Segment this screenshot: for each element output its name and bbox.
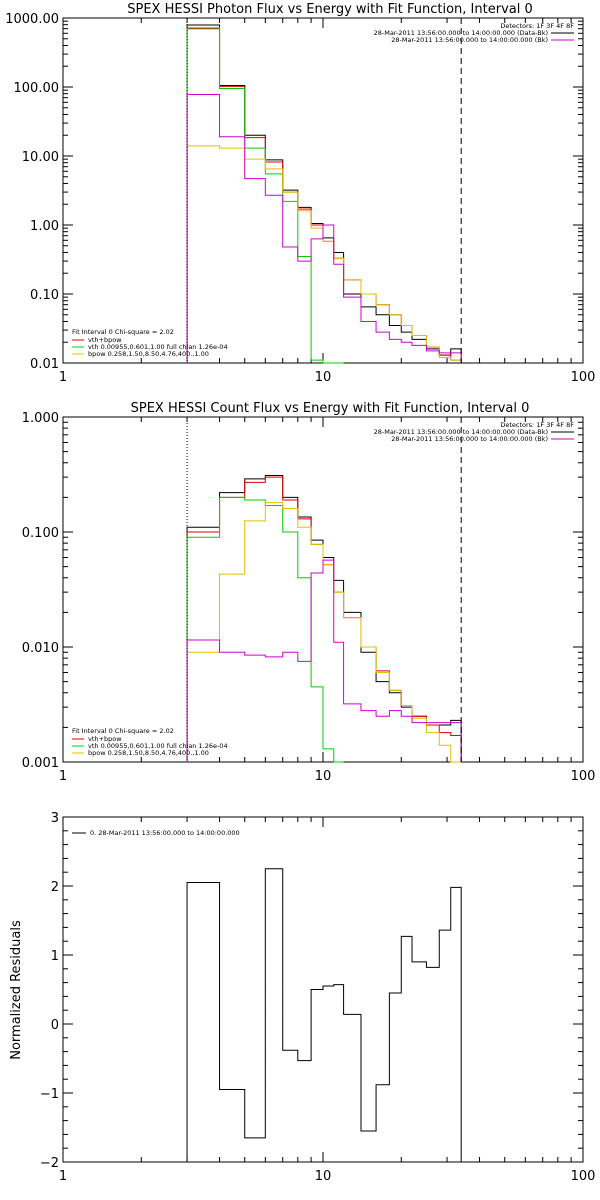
count-legend-vth: vth 0.00955,0.601,1.00 full chian 1.26e-…	[88, 742, 228, 750]
count-legend-fit: Fit Interval 0 Chi-square = 2.02	[72, 727, 174, 735]
series-line-green	[186, 496, 344, 763]
x-tick-label: 1	[59, 1169, 67, 1184]
photon-legend: Fit Interval 0 Chi-square = 2.02 vth+bpo…	[72, 328, 228, 358]
photon-data-bk-label: 28-Mar-2011 13:56:00.000 to 14:00:00.000…	[374, 29, 548, 37]
photon-series	[186, 24, 462, 364]
photon-info-right: Detectors: 1F 3F 4F 8F 28-Mar-2011 13:56…	[374, 22, 575, 44]
y-tick-label: 2	[51, 880, 59, 895]
series-line-black	[186, 24, 462, 363]
y-tick-label: 10.00	[22, 150, 59, 165]
x-tick-label: 100	[571, 1169, 596, 1184]
y-tick-label: 1	[51, 949, 59, 964]
count-info-right: Detectors: 1F 3F 4F 8F 28-Mar-2011 13:56…	[374, 421, 575, 443]
photon-vlines	[186, 18, 462, 363]
x-tick-label: 10	[315, 370, 332, 385]
series-line-black	[186, 868, 462, 1162]
x-tick-label: 1	[59, 370, 67, 385]
x-tick-label: 100	[571, 370, 596, 385]
residuals-legend: 0. 28-Mar-2011 13:56:00.000 to 14:00:00.…	[72, 829, 240, 837]
count-panel: SPEX HESSI Count Flux vs Energy with Fit…	[22, 401, 596, 784]
count-series	[186, 474, 462, 763]
x-tick-label: 10	[315, 769, 332, 784]
x-tick-label: 10	[315, 1169, 332, 1184]
residuals-x-tick-labels: 1 10 100	[59, 1169, 596, 1184]
y-tick-label: 0.010	[22, 641, 59, 656]
series-line-yellow	[186, 502, 462, 763]
y-tick-label: 100.00	[14, 81, 60, 96]
photon-title: SPEX HESSI Photon Flux vs Energy with Fi…	[127, 2, 533, 17]
residuals-y-axis-label: Normalized Residuals	[9, 920, 24, 1060]
photon-detectors-label: Detectors: 1F 3F 4F 8F	[500, 22, 574, 30]
series-line-red	[186, 28, 462, 363]
photon-legend-fit: Fit Interval 0 Chi-square = 2.02	[72, 328, 174, 336]
y-tick-label: −2	[40, 1156, 59, 1171]
x-tick-label: 100	[571, 769, 596, 784]
count-x-tick-labels: 1 10 100	[59, 769, 596, 784]
y-tick-label: 1.00	[30, 219, 59, 234]
x-tick-label: 1	[59, 769, 67, 784]
series-line-black	[186, 474, 462, 762]
count-legend-bpow: bpow 0.258,1.50,8.50,4.76,400.,1.00	[88, 749, 209, 757]
count-bk-label: 28-Mar-2011 13:56:00.000 to 14:00:00.000…	[391, 435, 548, 443]
y-tick-label: 1000.00	[5, 12, 59, 27]
residuals-panel: 1 10 100 −2 −1 0 1 2 3 Normalized Residuals 0. …	[9, 811, 595, 1184]
y-tick-label: 0.001	[22, 756, 59, 771]
residuals-y-tick-labels: −2 −1 0 1 2 3	[40, 811, 59, 1171]
y-tick-label: −1	[40, 1087, 59, 1102]
count-y-tick-labels: 0.001 0.010 0.100 1.000	[22, 411, 59, 771]
y-tick-label: 0	[51, 1018, 59, 1033]
photon-panel: SPEX HESSI Photon Flux vs Energy with Fi…	[5, 2, 595, 385]
residuals-legend-label: 0. 28-Mar-2011 13:56:00.000 to 14:00:00.…	[90, 829, 240, 837]
count-vlines	[186, 417, 462, 762]
photon-legend-bpow: bpow 0.258,1.50,8.50,4.76,400.,1.00	[88, 350, 209, 358]
series-line-magenta	[186, 93, 462, 363]
photon-bk-label: 28-Mar-2011 13:56:00.000 to 14:00:00.000…	[391, 36, 548, 44]
photon-y-tick-labels: 0.01 0.10 1.00 10.00 100.00 1000.00	[5, 12, 59, 372]
series-line-yellow	[186, 145, 462, 363]
residuals-series	[186, 868, 462, 1162]
y-tick-label: 3	[51, 811, 59, 826]
y-tick-label: 0.100	[22, 526, 59, 541]
count-detectors-label: Detectors: 1F 3F 4F 8F	[500, 421, 574, 429]
series-line-magenta	[186, 559, 462, 762]
photon-ticks	[62, 18, 583, 364]
photon-plot-frame	[62, 17, 584, 364]
count-data-bk-label: 28-Mar-2011 13:56:00.000 to 14:00:00.000…	[374, 428, 548, 436]
photon-legend-vth-bpow: vth+bpow	[88, 336, 122, 344]
residuals-ticks	[62, 816, 583, 1163]
y-tick-label: 0.10	[30, 288, 59, 303]
photon-legend-vth: vth 0.00955,0.601,1.00 full chian 1.26e-…	[88, 343, 228, 351]
photon-x-tick-labels: 1 10 100	[59, 370, 596, 385]
series-line-red	[186, 476, 462, 762]
count-ticks	[62, 417, 583, 763]
y-tick-label: 0.01	[30, 357, 59, 372]
count-title: SPEX HESSI Count Flux vs Energy with Fit…	[131, 401, 530, 416]
count-legend-vth-bpow: vth+bpow	[88, 735, 122, 743]
y-tick-label: 1.000	[22, 411, 59, 426]
count-legend: Fit Interval 0 Chi-square = 2.02 vth+bpo…	[72, 727, 228, 757]
